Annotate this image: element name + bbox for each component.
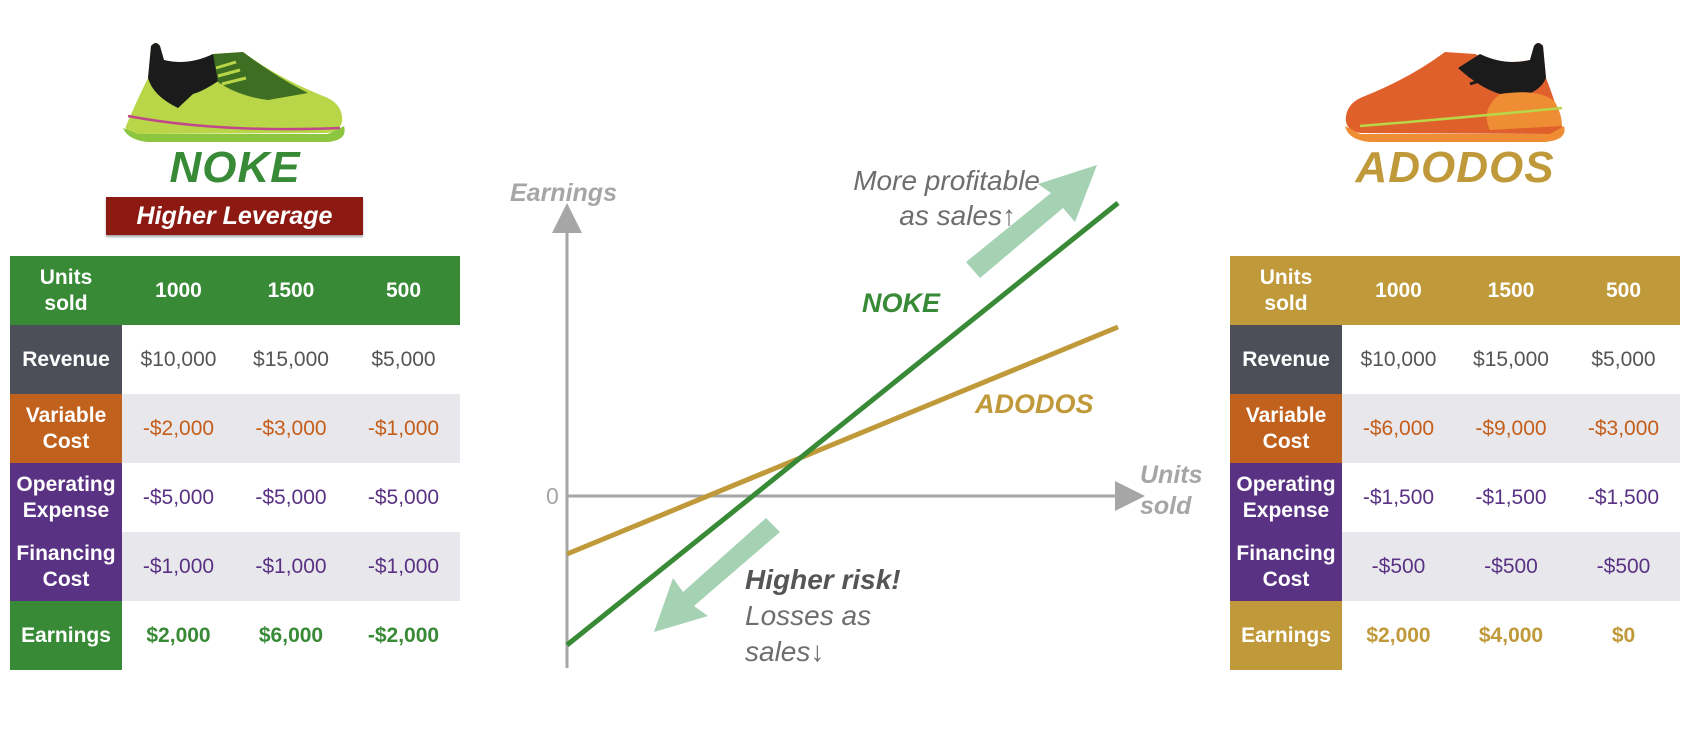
noke-brand-title: NOKE (169, 143, 301, 192)
adodos-variable-cost-1000: -$6,000 (1342, 394, 1455, 463)
higher-leverage-badge: Higher Leverage (106, 197, 363, 235)
noke-revenue-1500: $15,000 (253, 347, 329, 371)
adodos-earnings-row: Earnings $2,000 $4,000 $0 (1230, 601, 1680, 670)
adodos-units-1000-header: 1000 (1375, 278, 1422, 302)
profit-up-arrow (966, 165, 1097, 278)
noke-variable-cost-1500: -$3,000 (235, 394, 347, 463)
risk-note-line1: Losses as (745, 600, 872, 631)
adodos-units-sold-header: Units sold (1259, 265, 1313, 315)
adodos-financial-table: Units sold 1000 1500 500 Revenue $10,000… (1230, 256, 1680, 670)
noke-variable-cost-row: Variable Cost -$2,000 -$3,000 -$1,000 (10, 394, 460, 463)
adodos-shoe-image (1345, 43, 1565, 142)
y-axis-label: Earnings (510, 179, 617, 207)
adodos-operating-expense-1500: -$1,500 (1475, 485, 1547, 509)
adodos-units-500-header: 500 (1605, 278, 1642, 302)
profit-note-line1: More profitable (853, 165, 1040, 196)
adodos-variable-cost-label: Variable Cost (1230, 394, 1342, 463)
adodos-earnings-500: $0 (1611, 623, 1636, 647)
noke-financing-cost-1500: -$1,000 (235, 532, 347, 601)
noke-financing-cost-1000: -$1,000 (122, 532, 235, 601)
adodos-operating-expense-1000: -$1,500 (1362, 485, 1435, 509)
adodos-variable-cost-500: -$3,000 (1567, 394, 1680, 463)
adodos-financing-cost-label: Financing Cost (1230, 532, 1342, 601)
adodos-header-row: Units sold 1000 1500 500 (1230, 256, 1680, 325)
adodos-brand-title: ADODOS (1355, 143, 1555, 192)
adodos-earnings-line (566, 324, 1119, 557)
adodos-operating-expense-500: -$1,500 (1587, 485, 1660, 509)
noke-operating-expense-1500: -$5,000 (255, 485, 327, 509)
risk-down-arrow (654, 518, 780, 632)
noke-operating-expense-label: Operating Expense (10, 463, 122, 532)
noke-earnings-row: Earnings $2,000 $6,000 -$2,000 (10, 601, 460, 670)
noke-operating-expense-row: Operating Expense -$5,000 -$5,000 -$5,00… (10, 463, 460, 532)
adodos-line-label: ADODOS (975, 389, 1094, 419)
noke-variable-cost-500: -$1,000 (347, 394, 460, 463)
noke-variable-cost-1000: -$2,000 (122, 394, 235, 463)
noke-units-1000-header: 1000 (155, 278, 202, 302)
risk-note-line2: sales↓ (745, 636, 825, 667)
noke-financing-cost-label: Financing Cost (10, 532, 122, 601)
adodos-revenue-500: $5,000 (1591, 347, 1656, 371)
adodos-revenue-1000: $10,000 (1360, 347, 1437, 371)
noke-earnings-line (565, 201, 1120, 647)
x-axis-label: Units sold (1140, 461, 1203, 520)
adodos-financing-cost-1500: -$500 (1455, 532, 1567, 601)
noke-earnings-1500: $6,000 (258, 623, 324, 647)
noke-operating-expense-1000: -$5,000 (142, 485, 215, 509)
noke-shoe-image (123, 43, 345, 142)
noke-units-sold-header: Units sold (39, 265, 93, 315)
noke-financial-table: Units sold 1000 1500 500 Revenue $10,000… (10, 256, 460, 670)
profit-note: More profitable as sales↑ (820, 163, 1040, 233)
adodos-revenue-1500: $15,000 (1473, 347, 1549, 371)
adodos-operating-expense-label: Operating Expense (1230, 463, 1342, 532)
noke-header-row: Units sold 1000 1500 500 (10, 256, 460, 325)
noke-revenue-row: Revenue $10,000 $15,000 $5,000 (10, 325, 460, 394)
risk-note: Higher risk! Losses as sales↓ (745, 562, 901, 670)
adodos-variable-cost-row: Variable Cost -$6,000 -$9,000 -$3,000 (1230, 394, 1680, 463)
adodos-earnings-label: Earnings (1230, 601, 1342, 670)
noke-units-500-header: 500 (385, 278, 422, 302)
adodos-financing-cost-row: Financing Cost -$500 -$500 -$500 (1230, 532, 1680, 601)
noke-line-label: NOKE (862, 288, 941, 318)
adodos-financing-cost-500: -$500 (1567, 532, 1680, 601)
noke-variable-cost-label: Variable Cost (10, 394, 122, 463)
adodos-earnings-1000: $2,000 (1366, 623, 1431, 647)
adodos-operating-expense-row: Operating Expense -$1,500 -$1,500 -$1,50… (1230, 463, 1680, 532)
profit-note-line2: as sales↑ (899, 200, 1016, 231)
adodos-financing-cost-1000: -$500 (1342, 532, 1455, 601)
noke-units-1500-header: 1500 (267, 278, 315, 302)
noke-revenue-1000: $10,000 (140, 347, 217, 371)
noke-revenue-label: Revenue (10, 325, 122, 394)
noke-earnings-1000: $2,000 (146, 623, 211, 647)
noke-financing-cost-500: -$1,000 (347, 532, 460, 601)
risk-note-title: Higher risk! (745, 564, 901, 595)
noke-revenue-500: $5,000 (371, 347, 436, 371)
adodos-earnings-1500: $4,000 (1478, 623, 1544, 647)
noke-earnings-500: -$2,000 (367, 623, 440, 647)
noke-earnings-label: Earnings (10, 601, 122, 670)
adodos-units-1500-header: 1500 (1487, 278, 1535, 302)
noke-operating-expense-500: -$5,000 (367, 485, 440, 509)
zero-label: 0 (546, 483, 559, 509)
adodos-revenue-row: Revenue $10,000 $15,000 $5,000 (1230, 325, 1680, 394)
adodos-revenue-label: Revenue (1230, 325, 1342, 394)
noke-financing-cost-row: Financing Cost -$1,000 -$1,000 -$1,000 (10, 532, 460, 601)
adodos-variable-cost-1500: -$9,000 (1455, 394, 1567, 463)
